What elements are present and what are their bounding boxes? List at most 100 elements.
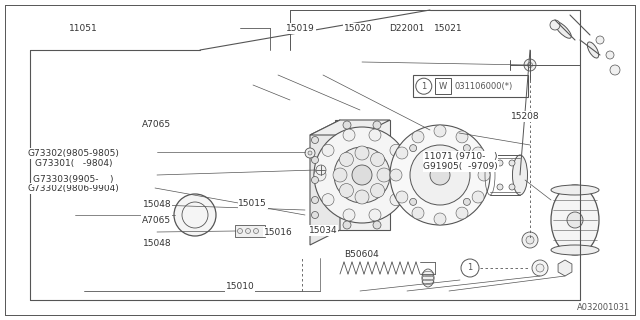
Circle shape	[456, 131, 468, 143]
Text: G73303(9905-    ): G73303(9905- )	[33, 175, 114, 184]
Circle shape	[596, 36, 604, 44]
Circle shape	[390, 144, 402, 156]
Text: G91905(  -9709): G91905( -9709)	[424, 162, 498, 171]
Text: 15208: 15208	[511, 112, 539, 121]
Circle shape	[334, 147, 390, 203]
Text: 11071 (9710-   ): 11071 (9710- )	[424, 152, 497, 161]
Circle shape	[567, 212, 583, 228]
Circle shape	[410, 198, 417, 205]
Circle shape	[312, 137, 319, 143]
Circle shape	[312, 196, 319, 204]
Circle shape	[371, 184, 385, 197]
Ellipse shape	[588, 42, 598, 58]
Circle shape	[396, 191, 408, 203]
Circle shape	[314, 169, 326, 181]
Circle shape	[322, 144, 334, 156]
Text: 15019: 15019	[287, 24, 315, 33]
Text: G73301(   -9804): G73301( -9804)	[35, 159, 113, 168]
Circle shape	[312, 156, 319, 164]
Bar	[413, 75, 528, 97]
Text: W: W	[438, 82, 447, 91]
Circle shape	[410, 145, 470, 205]
Circle shape	[524, 59, 536, 71]
Bar	[235, 225, 265, 237]
Text: 11051: 11051	[69, 24, 97, 33]
Circle shape	[526, 236, 534, 244]
Circle shape	[371, 152, 385, 166]
Circle shape	[390, 169, 402, 181]
Circle shape	[536, 264, 544, 272]
Text: 15048: 15048	[143, 200, 171, 209]
Circle shape	[463, 198, 470, 205]
Polygon shape	[310, 120, 340, 245]
Text: 15020: 15020	[344, 24, 372, 33]
Text: G73302(9806-9904): G73302(9806-9904)	[28, 184, 120, 193]
Circle shape	[373, 121, 381, 129]
Polygon shape	[310, 120, 390, 135]
Circle shape	[314, 127, 410, 223]
Text: 15048: 15048	[143, 239, 171, 248]
Text: 031106000(*): 031106000(*)	[455, 82, 513, 91]
Polygon shape	[558, 260, 572, 276]
Circle shape	[606, 51, 614, 59]
Text: G73302(9805-9805): G73302(9805-9805)	[28, 149, 120, 158]
Text: A7065: A7065	[142, 120, 172, 129]
Circle shape	[610, 65, 620, 75]
Circle shape	[456, 207, 468, 219]
Circle shape	[343, 221, 351, 229]
Circle shape	[369, 129, 381, 141]
Circle shape	[246, 228, 250, 234]
Circle shape	[522, 232, 538, 248]
Ellipse shape	[551, 185, 599, 255]
Circle shape	[412, 207, 424, 219]
Circle shape	[497, 160, 503, 166]
Ellipse shape	[551, 185, 599, 195]
Circle shape	[373, 221, 381, 229]
Text: A7065: A7065	[142, 216, 172, 225]
Circle shape	[497, 184, 503, 190]
Circle shape	[237, 228, 243, 234]
Circle shape	[434, 213, 446, 225]
Circle shape	[253, 228, 259, 234]
Text: 15016: 15016	[264, 228, 292, 236]
Polygon shape	[335, 120, 390, 230]
Circle shape	[396, 147, 408, 159]
Text: 1: 1	[421, 82, 426, 91]
Ellipse shape	[513, 155, 527, 195]
Text: 15021: 15021	[434, 24, 462, 33]
Circle shape	[398, 169, 410, 181]
Circle shape	[333, 168, 347, 182]
Circle shape	[532, 260, 548, 276]
Circle shape	[316, 165, 326, 175]
Circle shape	[343, 129, 355, 141]
Circle shape	[322, 194, 334, 206]
Circle shape	[355, 190, 369, 204]
Circle shape	[412, 131, 424, 143]
Circle shape	[463, 145, 470, 152]
Text: 15015: 15015	[239, 199, 267, 208]
Circle shape	[472, 147, 484, 159]
Circle shape	[339, 184, 353, 197]
Circle shape	[390, 125, 490, 225]
Ellipse shape	[551, 245, 599, 255]
Text: B50604: B50604	[344, 250, 379, 259]
Circle shape	[472, 191, 484, 203]
Circle shape	[352, 165, 372, 185]
Circle shape	[410, 145, 417, 152]
Circle shape	[339, 152, 353, 166]
Circle shape	[355, 146, 369, 160]
Circle shape	[478, 169, 490, 181]
Circle shape	[390, 194, 402, 206]
Circle shape	[430, 165, 450, 185]
Text: A032001031: A032001031	[577, 303, 630, 312]
Circle shape	[509, 160, 515, 166]
Text: D22001: D22001	[388, 24, 424, 33]
Text: 1: 1	[467, 263, 472, 273]
Circle shape	[434, 125, 446, 137]
Circle shape	[312, 177, 319, 183]
Bar	[435, 78, 451, 94]
Text: 15034: 15034	[309, 226, 337, 235]
Circle shape	[343, 121, 351, 129]
Ellipse shape	[174, 194, 216, 236]
Circle shape	[369, 209, 381, 221]
